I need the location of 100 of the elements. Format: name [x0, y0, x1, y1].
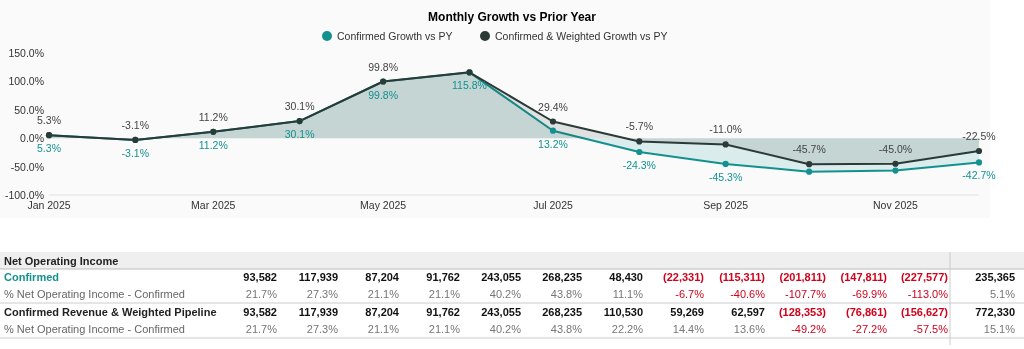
- x-tick-label: Nov 2025: [872, 199, 919, 211]
- text: 27.3%: [306, 288, 338, 300]
- text: (147,811): [840, 271, 887, 283]
- data-label: -42.7%: [962, 169, 996, 182]
- text: 21.1%: [367, 323, 399, 335]
- text: -6.7%: [675, 288, 704, 300]
- data-label: 30.1%: [284, 100, 315, 113]
- point: [975, 147, 983, 155]
- data-label: -45.0%: [878, 142, 913, 155]
- text: (227,577): [900, 271, 948, 283]
- data-label: -5.7%: [625, 120, 654, 133]
- text: 13.6%: [733, 323, 765, 335]
- text: 110,530: [603, 306, 643, 318]
- text: 91,762: [426, 271, 460, 283]
- text: 40.2%: [489, 323, 521, 335]
- text: 43.8%: [550, 323, 582, 335]
- y-tick-label: 0.0%: [20, 132, 44, 145]
- data-label: 29.4%: [538, 100, 568, 113]
- text: 268,235: [542, 271, 582, 283]
- data-label: 99.8%: [368, 88, 399, 101]
- text: 772,330: [975, 306, 1015, 318]
- text: 15.1%: [983, 323, 1015, 335]
- category-label: Confirmed Revenue & Weighted Pipeline: [4, 306, 217, 318]
- data-label: 5.3%: [37, 142, 61, 155]
- data-label: -11.0%: [709, 123, 742, 136]
- text: Net Operating Income: [4, 255, 119, 267]
- text: (22,331): [663, 271, 704, 283]
- point: [806, 161, 813, 168]
- point: [806, 168, 813, 175]
- text: 21.1%: [367, 288, 399, 300]
- text: 21.1%: [428, 288, 460, 300]
- text: -113.0%: [907, 288, 948, 300]
- y-tick-label: 150.0%: [8, 47, 44, 59]
- text: 117,939: [298, 306, 338, 318]
- text: 62,597: [731, 306, 765, 318]
- point: [549, 118, 557, 125]
- text: 21.7%: [245, 323, 277, 335]
- data-label: 115.8%: [452, 79, 487, 92]
- data-label: 99.8%: [368, 60, 399, 73]
- text: 11.1%: [612, 288, 643, 300]
- point: [892, 160, 899, 167]
- text: -40.6%: [730, 288, 765, 300]
- text: 87,204: [365, 306, 399, 318]
- text: -69.9%: [852, 288, 887, 300]
- data-label: -3.1%: [121, 146, 150, 159]
- category-label: % Net Operating Income - Confirmed: [4, 323, 185, 335]
- data-label: -45.7%: [792, 143, 826, 156]
- text: 59,269: [670, 306, 704, 318]
- text: 21.7%: [245, 288, 277, 300]
- text: 235,365: [975, 271, 1015, 283]
- x-tick-label: May 2025: [360, 199, 407, 211]
- text: (115,311): [719, 271, 765, 283]
- text: 40.2%: [489, 288, 521, 300]
- y-tick-label: 100.0%: [8, 75, 44, 88]
- text: 21.1%: [428, 323, 460, 335]
- text: 87,204: [365, 271, 399, 283]
- text: (76,861): [846, 306, 887, 318]
- text: -49.2%: [791, 323, 826, 335]
- point: [722, 160, 729, 168]
- text: 5.1%: [989, 288, 1015, 300]
- y-tick-label: -100.0%: [4, 189, 44, 201]
- x-tick-label: Mar 2025: [191, 199, 236, 211]
- text: -107.7%: [785, 288, 826, 300]
- text: 93,582: [243, 271, 277, 283]
- point: [975, 159, 983, 166]
- text: -27.2%: [852, 323, 887, 335]
- text: 22.2%: [611, 323, 643, 335]
- x-tick-label: Jan 2025: [27, 199, 71, 211]
- chart-title: Monthly Growth vs Prior Year: [428, 10, 597, 24]
- y-tick-label: 50.0%: [14, 103, 44, 116]
- category-label: % Net Operating Income - Confirmed: [4, 288, 185, 300]
- point: [722, 141, 729, 148]
- legend-label: Confirmed Growth vs PY: [337, 30, 453, 42]
- data-label: 30.1%: [284, 128, 315, 141]
- text: 93,582: [243, 306, 277, 318]
- x-tick-label: Sep 2025: [703, 199, 749, 211]
- point: [636, 148, 643, 156]
- point: [636, 138, 643, 145]
- text: 243,055: [481, 306, 521, 318]
- text: 91,762: [426, 306, 460, 318]
- text: -57.5%: [913, 323, 948, 335]
- point: [549, 127, 557, 134]
- data-label: 11.2%: [198, 138, 228, 151]
- x-tick-label: Jul 2025: [533, 199, 573, 211]
- data-label: -24.3%: [622, 159, 656, 171]
- text: 43.8%: [550, 288, 582, 300]
- y-tick-label: -50.0%: [10, 160, 44, 173]
- data-label: 13.2%: [538, 137, 568, 150]
- data-label: 5.3%: [37, 114, 61, 127]
- data-label: 11.2%: [198, 110, 228, 123]
- text: 268,235: [542, 306, 582, 318]
- text: 14.4%: [672, 323, 704, 335]
- text: 27.3%: [306, 323, 338, 335]
- data-label: -3.1%: [121, 118, 150, 131]
- legend-label: Confirmed & Weighted Growth vs PY: [495, 30, 668, 42]
- text: 243,055: [481, 271, 521, 283]
- text: (128,353): [778, 306, 826, 318]
- data-label: -22.5%: [962, 129, 996, 142]
- text: 117,939: [298, 271, 338, 283]
- point: [892, 167, 899, 174]
